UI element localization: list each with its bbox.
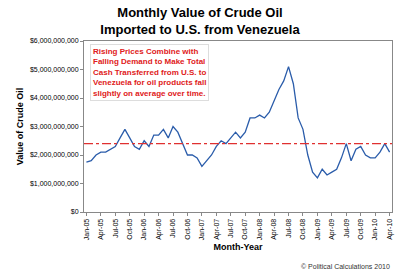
svg-text:Oct-05: Oct-05 bbox=[126, 219, 133, 240]
svg-text:$2,000,000,000: $2,000,000,000 bbox=[30, 151, 79, 158]
svg-text:Jan-09: Jan-09 bbox=[314, 219, 321, 241]
svg-text:Oct-09: Oct-09 bbox=[357, 219, 364, 240]
svg-text:Jul-05: Jul-05 bbox=[112, 219, 119, 238]
svg-text:$5,000,000,000: $5,000,000,000 bbox=[30, 66, 79, 73]
svg-text:$1,000,000,000: $1,000,000,000 bbox=[30, 180, 79, 187]
svg-text:Apr-10: Apr-10 bbox=[386, 219, 394, 240]
svg-text:$6,000,000,000: $6,000,000,000 bbox=[30, 37, 79, 44]
svg-text:Jan-08: Jan-08 bbox=[256, 219, 263, 241]
svg-text:Jan-06: Jan-06 bbox=[140, 219, 147, 241]
svg-text:Oct-08: Oct-08 bbox=[299, 219, 306, 240]
svg-text:© Political Calculations 2010: © Political Calculations 2010 bbox=[301, 263, 390, 270]
svg-text:Jan-07: Jan-07 bbox=[198, 219, 205, 241]
svg-text:Monthly Value of Crude OilImpo: Monthly Value of Crude OilImported to U.… bbox=[100, 5, 300, 37]
svg-text:$4,000,000,000: $4,000,000,000 bbox=[30, 94, 79, 101]
svg-text:Value of Crude Oil: Value of Crude Oil bbox=[15, 88, 25, 166]
svg-text:Jan-05: Jan-05 bbox=[83, 219, 90, 241]
svg-text:Apr-07: Apr-07 bbox=[213, 219, 221, 240]
svg-text:Apr-08: Apr-08 bbox=[270, 219, 278, 240]
svg-text:Rising Prices Combine withFall: Rising Prices Combine withFalling Demand… bbox=[93, 47, 206, 98]
svg-text:Oct-07: Oct-07 bbox=[241, 219, 248, 240]
svg-text:Jul-09: Jul-09 bbox=[343, 219, 350, 238]
svg-text:Apr-05: Apr-05 bbox=[97, 219, 105, 240]
svg-text:Jul-07: Jul-07 bbox=[227, 219, 234, 238]
svg-text:Apr-06: Apr-06 bbox=[155, 219, 163, 240]
svg-text:Apr-09: Apr-09 bbox=[328, 219, 336, 240]
svg-text:$0: $0 bbox=[71, 208, 79, 215]
svg-text:Oct-06: Oct-06 bbox=[184, 219, 191, 240]
svg-text:Jul-08: Jul-08 bbox=[285, 219, 292, 238]
svg-text:Jul-06: Jul-06 bbox=[169, 219, 176, 238]
svg-text:Jan-10: Jan-10 bbox=[371, 219, 378, 241]
svg-text:$3,000,000,000: $3,000,000,000 bbox=[30, 123, 79, 130]
svg-text:Month-Year: Month-Year bbox=[213, 242, 263, 252]
